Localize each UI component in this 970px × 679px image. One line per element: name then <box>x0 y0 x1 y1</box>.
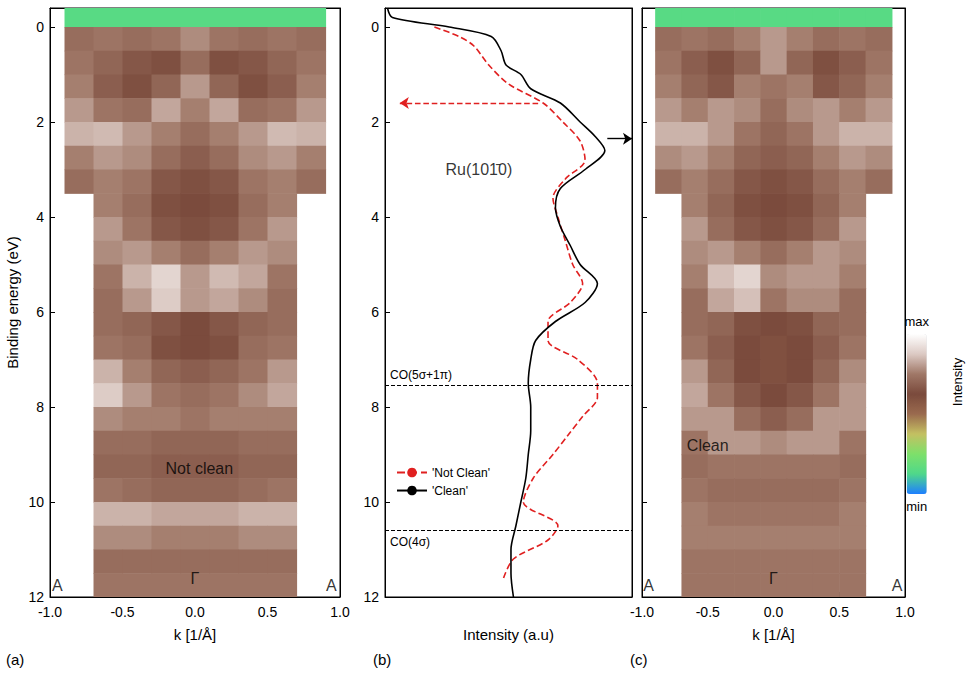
svg-text:4: 4 <box>371 209 379 225</box>
svg-text:Not clean: Not clean <box>166 460 234 477</box>
svg-text:A: A <box>643 577 654 594</box>
svg-text:'Clean': 'Clean' <box>432 484 468 498</box>
svg-text:6: 6 <box>36 304 44 320</box>
svg-text:0: 0 <box>36 19 44 35</box>
svg-text:(c): (c) <box>630 651 648 668</box>
svg-text:Γ: Γ <box>769 570 778 587</box>
svg-text:min: min <box>906 499 927 514</box>
svg-text:1.0: 1.0 <box>895 604 915 620</box>
svg-text:CO(4σ): CO(4σ) <box>390 535 430 549</box>
svg-text:-0.5: -0.5 <box>696 604 720 620</box>
svg-text:10: 10 <box>363 494 379 510</box>
svg-text:12: 12 <box>363 589 379 605</box>
svg-text:A: A <box>326 577 337 594</box>
svg-text:2: 2 <box>371 114 379 130</box>
svg-text:-0.5: -0.5 <box>110 604 134 620</box>
svg-text:A: A <box>892 577 903 594</box>
svg-text:Clean: Clean <box>687 437 729 454</box>
svg-text:(a): (a) <box>6 651 24 668</box>
svg-text:max: max <box>904 314 929 329</box>
svg-text:(b): (b) <box>373 651 391 668</box>
svg-text:Intensity: Intensity <box>950 357 965 406</box>
svg-text:0.0: 0.0 <box>185 604 205 620</box>
svg-text:0.5: 0.5 <box>258 604 278 620</box>
svg-text:-1.0: -1.0 <box>630 604 654 620</box>
svg-text:4: 4 <box>36 209 44 225</box>
svg-text:12: 12 <box>28 589 44 605</box>
svg-text:1.0: 1.0 <box>330 604 350 620</box>
svg-text:10: 10 <box>28 494 44 510</box>
svg-text:Γ: Γ <box>191 570 200 587</box>
svg-text:A: A <box>52 577 63 594</box>
svg-text:k [1/Å]: k [1/Å] <box>752 626 795 643</box>
svg-text:0.0: 0.0 <box>764 604 784 620</box>
svg-text:'Not Clean': 'Not Clean' <box>432 466 490 480</box>
svg-text:0.5: 0.5 <box>830 604 850 620</box>
svg-text:CO(5σ+1π): CO(5σ+1π) <box>390 368 452 382</box>
svg-text:Binding energy (eV): Binding energy (eV) <box>4 236 21 369</box>
svg-text:k [1/Å]: k [1/Å] <box>174 626 217 643</box>
svg-text:Intensity (a.u): Intensity (a.u) <box>463 626 554 643</box>
svg-text:8: 8 <box>36 399 44 415</box>
svg-text:2: 2 <box>36 114 44 130</box>
svg-text:6: 6 <box>371 304 379 320</box>
svg-text:-1.0: -1.0 <box>38 604 62 620</box>
svg-text:Ru(101̄0): Ru(101̄0) <box>446 161 513 178</box>
svg-text:0: 0 <box>371 19 379 35</box>
svg-text:8: 8 <box>371 399 379 415</box>
